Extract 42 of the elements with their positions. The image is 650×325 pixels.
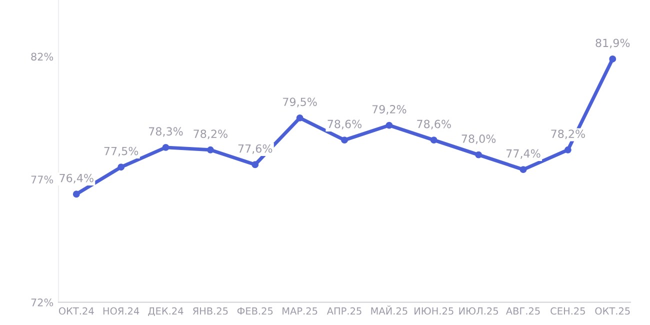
x-tick-label: ИЮН.25: [414, 307, 454, 315]
x-tick-label: АПР.25: [326, 307, 362, 315]
x-tick-label: ИЮЛ.25: [459, 307, 498, 315]
x-tick-label: ФЕВ.25: [237, 307, 273, 315]
data-label: 78,2%: [551, 130, 585, 140]
x-tick-label: ОКТ.24: [58, 307, 94, 315]
x-tick-label: ДЕК.24: [148, 307, 184, 316]
point: [162, 144, 170, 151]
data-label: 77,5%: [104, 146, 138, 156]
point: [609, 56, 616, 62]
point: [520, 166, 527, 174]
data-label: 78,6%: [417, 120, 451, 130]
point: [386, 122, 393, 129]
point: [252, 161, 259, 168]
data-label: 79,5%: [283, 98, 317, 108]
y-tick-label: 82%: [31, 52, 54, 61]
x-tick-label: АВГ.25: [506, 307, 540, 315]
data-label: 77,4%: [506, 149, 540, 159]
y-tick-label: 77%: [31, 176, 54, 184]
point: [206, 146, 214, 154]
point: [564, 146, 572, 154]
point: [296, 114, 304, 122]
point: [72, 190, 80, 198]
point: [118, 164, 125, 171]
data-label: 77,6%: [238, 144, 272, 154]
x-tick-label: НОЯ.24: [103, 307, 140, 315]
point: [475, 151, 482, 158]
y-tick-label: 72%: [31, 298, 54, 306]
x-tick-label: СЕН.25: [550, 307, 585, 315]
data-label: 81,9%: [596, 38, 630, 48]
data-label: 76,4%: [60, 174, 94, 184]
data-label: 79,2%: [372, 105, 406, 115]
data-label: 78,2%: [194, 130, 228, 140]
data-label: 78,0%: [462, 134, 496, 144]
x-tick-label: МАР.25: [282, 307, 318, 315]
data-label: 78,6%: [328, 120, 362, 130]
x-tick-label: ЯНВ.25: [192, 307, 228, 315]
data-label: 78,3%: [149, 127, 183, 137]
x-tick-label: МАЙ.25: [371, 305, 408, 315]
point: [430, 136, 438, 144]
point: [341, 136, 348, 144]
x-tick-label: ОКТ.25: [595, 307, 630, 315]
